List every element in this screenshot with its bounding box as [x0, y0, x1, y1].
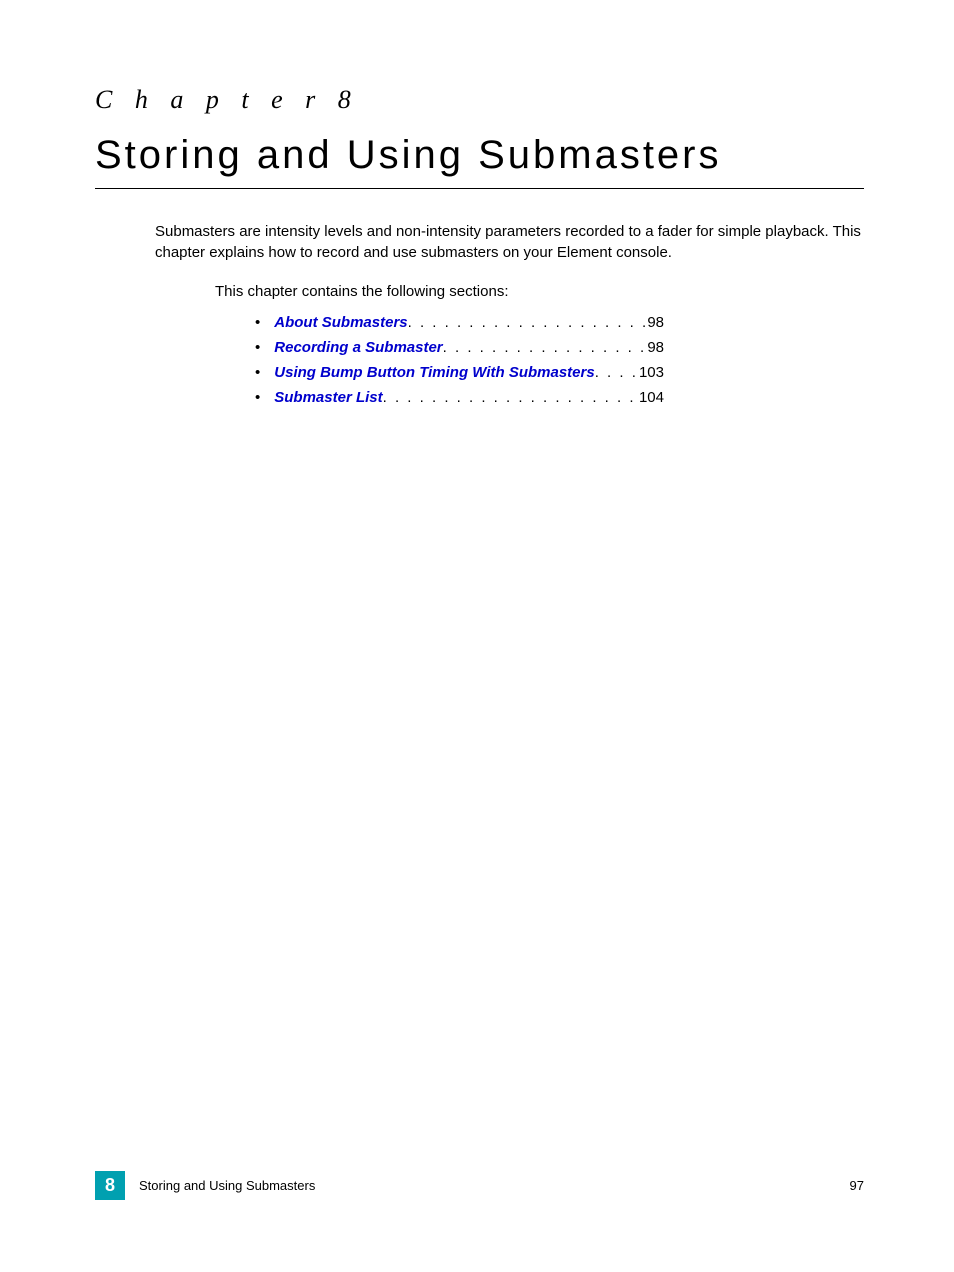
toc-item: • Submaster List 104 — [255, 389, 664, 406]
toc-dots — [383, 389, 639, 406]
toc-link-submaster-list[interactable]: Submaster List — [274, 389, 382, 406]
chapter-title: Storing and Using Submasters — [95, 133, 864, 189]
bullet-icon: • — [255, 339, 260, 356]
toc-dots — [595, 364, 639, 381]
toc-item: • Recording a Submaster 98 — [255, 339, 664, 356]
toc-page-number: 98 — [647, 314, 664, 331]
toc-dots — [408, 314, 648, 331]
intro-paragraph: Submasters are intensity levels and non-… — [155, 221, 864, 263]
bullet-icon: • — [255, 364, 260, 381]
toc-item: • Using Bump Button Timing With Submaste… — [255, 364, 664, 381]
footer-page-number: 97 — [850, 1178, 864, 1193]
toc-link-bump-button-timing[interactable]: Using Bump Button Timing With Submasters — [274, 364, 594, 381]
toc-link-about-submasters[interactable]: About Submasters — [274, 314, 407, 331]
footer-title: Storing and Using Submasters — [139, 1178, 850, 1193]
footer-chapter-number: 8 — [95, 1171, 125, 1200]
bullet-icon: • — [255, 314, 260, 331]
page-footer: 8 Storing and Using Submasters 97 — [95, 1171, 864, 1200]
toc-page-number: 104 — [639, 389, 664, 406]
document-page: C h a p t e r 8 Storing and Using Submas… — [0, 0, 954, 1272]
table-of-contents: • About Submasters 98 • Recording a Subm… — [255, 314, 664, 406]
toc-link-recording-submaster[interactable]: Recording a Submaster — [274, 339, 442, 356]
bullet-icon: • — [255, 389, 260, 406]
toc-page-number: 103 — [639, 364, 664, 381]
toc-item: • About Submasters 98 — [255, 314, 664, 331]
toc-page-number: 98 — [647, 339, 664, 356]
chapter-label: C h a p t e r 8 — [95, 85, 864, 115]
section-intro: This chapter contains the following sect… — [215, 283, 864, 300]
toc-dots — [443, 339, 648, 356]
